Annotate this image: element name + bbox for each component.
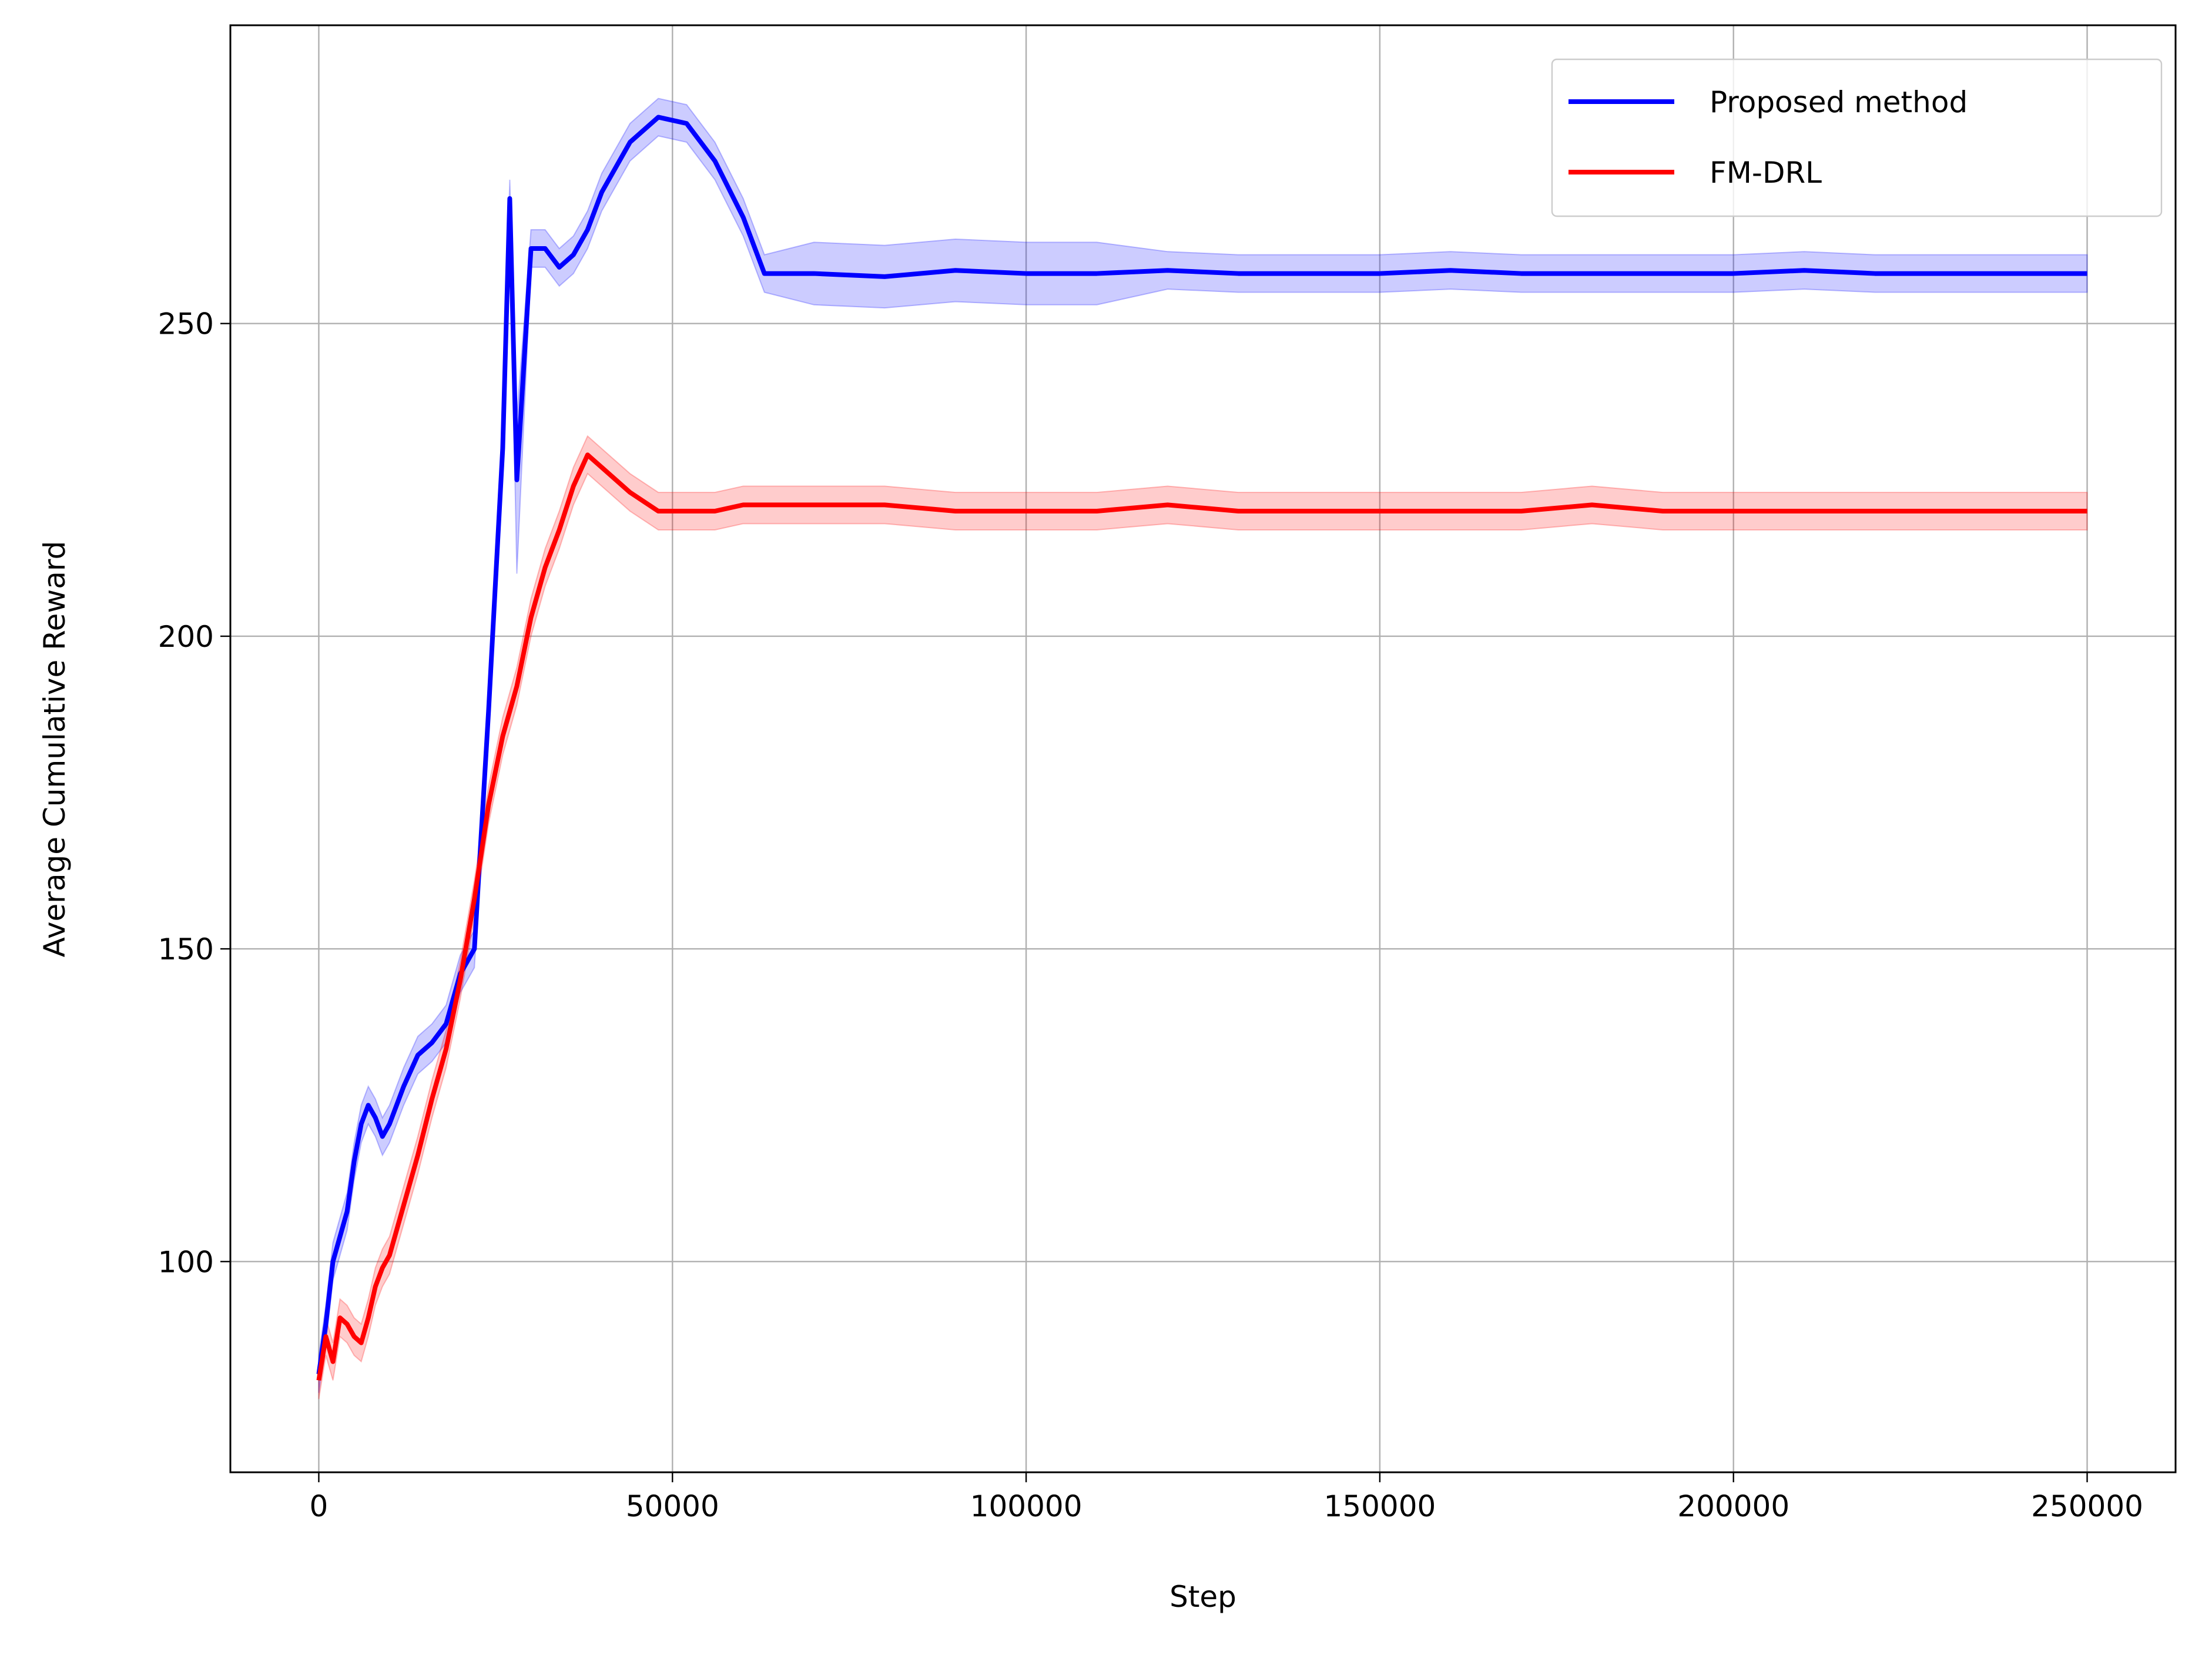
line <box>316 115 2087 1375</box>
x-tick-label: 50000 <box>626 1489 719 1523</box>
legend-box <box>1551 58 2163 217</box>
plot-frame <box>229 24 2177 1473</box>
y-tick-label: 200 <box>158 620 214 654</box>
x-axis-label: Step <box>1169 1580 1236 1614</box>
legend: Proposed method FM-DRL <box>1551 58 2163 217</box>
legend-label: Proposed method <box>1710 85 1968 119</box>
x-tick-label: 250000 <box>2031 1489 2143 1523</box>
y-tick-label: 250 <box>158 307 214 341</box>
y-tick-label: 150 <box>158 932 214 966</box>
x-tick-label: 0 <box>310 1489 329 1523</box>
y-tick-label: 100 <box>158 1245 214 1279</box>
x-tick-label: 100000 <box>970 1489 1082 1523</box>
line <box>316 452 2087 1381</box>
x-tick-label: 150000 <box>1323 1489 1436 1523</box>
legend-label: FM-DRL <box>1710 156 1822 190</box>
x-tick-label: 200000 <box>1677 1489 1789 1523</box>
y-axis-label: Average Cumulative Reward <box>38 541 72 958</box>
